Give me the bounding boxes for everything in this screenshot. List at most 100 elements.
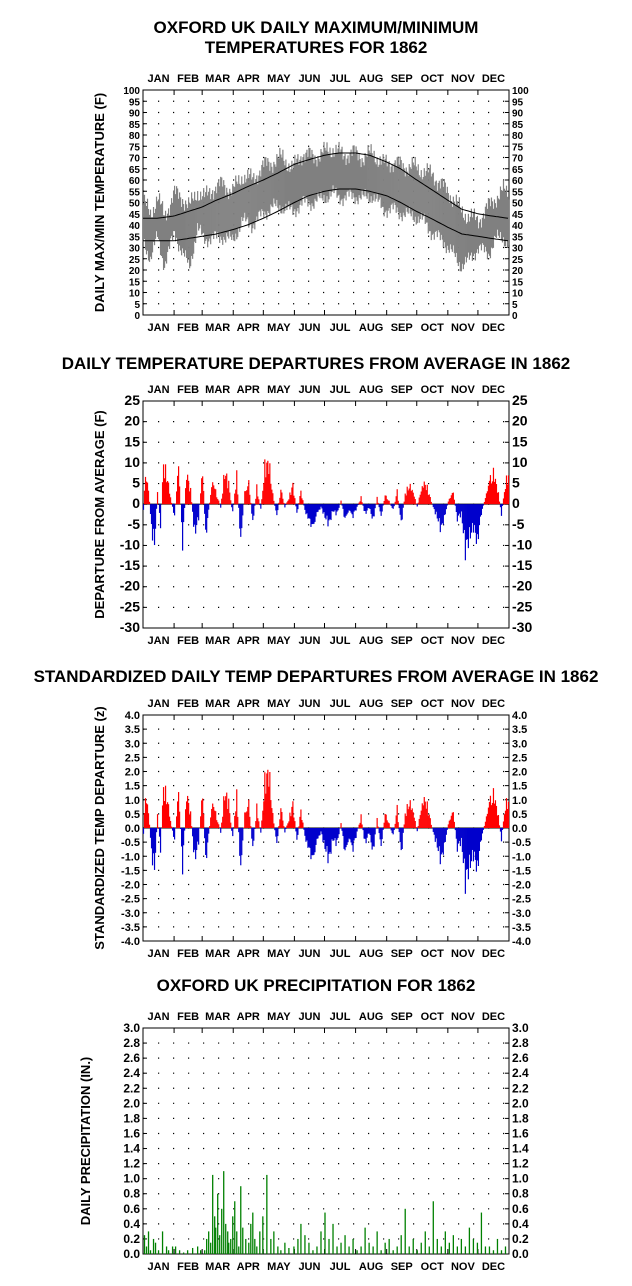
chart3-ytick-right: -1.5 xyxy=(512,865,531,877)
chart1-month-label-bottom: MAR xyxy=(205,322,230,334)
chart3-ytick-left: -2.5 xyxy=(121,894,140,906)
chart2-month-label-bottom: MAY xyxy=(267,635,291,647)
chart4-month-label-bottom: OCT xyxy=(421,1261,445,1273)
chart2-month-label-top: JUN xyxy=(298,384,320,396)
chart2-month-label-bottom: AUG xyxy=(359,635,383,647)
chart2-month-label-bottom: SEP xyxy=(391,635,413,647)
chart4-month-label-top: OCT xyxy=(421,1011,445,1023)
chart1-month-label-bottom: JAN xyxy=(148,322,170,334)
normal-min-line xyxy=(143,188,509,242)
chart3-ytick-right: 3.5 xyxy=(512,724,527,736)
chart1-ytick-left: 5 xyxy=(134,300,140,311)
chart1-month-label-top: MAY xyxy=(267,73,291,85)
chart1-month-label-top: JUN xyxy=(298,73,320,85)
chart1-month-label-top: AUG xyxy=(359,73,383,85)
chart4-ytick-right: 1.4 xyxy=(512,1142,529,1156)
chart4-title: OXFORD UK PRECIPITATION FOR 1862 xyxy=(156,976,476,995)
chart4-month-label-bottom: FEB xyxy=(177,1261,199,1273)
chart2-ytick-right: -15 xyxy=(512,557,532,573)
chart1-ytick-right: 65 xyxy=(512,165,524,176)
chart2-ytick-right: -25 xyxy=(512,598,532,614)
chart3-ytick-right: -3.0 xyxy=(512,908,531,920)
chart3-ytick-left: -3.0 xyxy=(121,908,140,920)
chart3-ytick-left: 2.5 xyxy=(125,752,140,764)
chart1-ytick-left: 90 xyxy=(129,109,141,120)
chart1-ytick-left: 95 xyxy=(129,97,141,108)
chart1-month-label-bottom: JUL xyxy=(330,322,351,334)
chart4-ytick-left: 0.2 xyxy=(123,1232,140,1246)
chart1-month-label-top: NOV xyxy=(451,73,476,85)
chart2-month-label-top: FEB xyxy=(177,384,199,396)
chart4-month-label-top: MAR xyxy=(205,1011,230,1023)
chart1-ytick-right: 25 xyxy=(512,255,524,266)
chart3-ytick-left: 0.5 xyxy=(125,809,140,821)
chart4-month-label-bottom: JUN xyxy=(298,1261,320,1273)
chart3-month-label-bottom: JUL xyxy=(330,948,351,960)
chart1-ytick-left: 10 xyxy=(129,289,141,300)
chart2-ytick-left: 25 xyxy=(124,392,140,408)
chart4-month-label-top: AUG xyxy=(359,1011,383,1023)
chart4-ytick-left: 2.8 xyxy=(123,1036,140,1050)
chart4-ytick-right: 2.8 xyxy=(512,1036,529,1050)
chart1-month-label-top: SEP xyxy=(391,73,413,85)
chart1-month-label-top: MAR xyxy=(205,73,230,85)
chart2-ytick-right: 25 xyxy=(512,392,528,408)
chart1-ytick-right: 15 xyxy=(512,277,524,288)
chart3-month-label-bottom: MAR xyxy=(205,948,230,960)
chart3-month-label-top: MAR xyxy=(205,698,230,710)
chart3-month-label-bottom: DEC xyxy=(482,948,505,960)
chart3-month-label-top: NOV xyxy=(451,698,476,710)
chart2-ytick-left: -30 xyxy=(120,619,140,635)
chart1-title-line1: OXFORD UK DAILY MAXIMUM/MINIMUM xyxy=(153,18,479,37)
chart1-month-label-bottom: FEB xyxy=(177,322,199,334)
chart3-ytick-right: 1.5 xyxy=(512,781,527,793)
chart4-month-label-top: FEB xyxy=(177,1011,199,1023)
chart1-month-label-top: DEC xyxy=(482,73,505,85)
chart3-month-label-top: SEP xyxy=(391,698,413,710)
chart1-ytick-left: 60 xyxy=(129,176,141,187)
chart1-ytick-left: 35 xyxy=(129,232,141,243)
chart3-ytick-left: -2.0 xyxy=(121,880,140,892)
chart2-month-label-top: APR xyxy=(237,384,260,396)
chart1-ytick-left: 0 xyxy=(134,311,140,322)
chart4-ytick-right: 1.0 xyxy=(512,1172,529,1186)
chart3-ytick-right: -4.0 xyxy=(512,936,531,948)
chart1-ytick-right: 0 xyxy=(512,311,518,322)
chart2-ytick-left: 5 xyxy=(132,475,140,491)
chart3-ytick-right: 3.0 xyxy=(512,738,527,750)
chart4-month-label-bottom: APR xyxy=(237,1261,260,1273)
chart4-ylabel: DAILY PRECIPITATION (IN.) xyxy=(78,1057,93,1226)
chart1-ytick-left: 45 xyxy=(129,210,141,221)
chart3-month-label-top: MAY xyxy=(267,698,291,710)
chart4-ytick-left: 0.4 xyxy=(123,1217,140,1231)
chart4-ytick-right: 1.6 xyxy=(512,1126,529,1140)
chart4-ytick-left: 2.4 xyxy=(123,1066,140,1080)
chart1-ytick-left: 80 xyxy=(129,131,141,142)
chart4-ytick-right: 0.4 xyxy=(512,1217,529,1231)
chart1-title-line2: TEMPERATURES FOR 1862 xyxy=(204,38,428,57)
chart3-month-label-top: APR xyxy=(237,698,260,710)
chart4-month-label-top: JUL xyxy=(330,1011,351,1023)
chart2-title: DAILY TEMPERATURE DEPARTURES FROM AVERAG… xyxy=(61,354,571,373)
chart3-month-label-bottom: JAN xyxy=(148,948,170,960)
chart2-month-label-top: MAR xyxy=(205,384,230,396)
chart1-month-label-bottom: NOV xyxy=(451,322,476,334)
chart3-ytick-left: -3.5 xyxy=(121,922,140,934)
chart1-ytick-right: 35 xyxy=(512,232,524,243)
chart1-ytick-right: 80 xyxy=(512,131,524,142)
chart1-month-label-bottom: AUG xyxy=(359,322,383,334)
chart4-month-label-bottom: MAR xyxy=(205,1261,230,1273)
chart2-ytick-left: 0 xyxy=(132,495,140,511)
chart2-month-label-bottom: DEC xyxy=(482,635,505,647)
chart1-ytick-left: 30 xyxy=(129,244,141,255)
chart1-ytick-right: 60 xyxy=(512,176,524,187)
chart1-month-label-bottom: DEC xyxy=(482,322,505,334)
chart2-ytick-right: -20 xyxy=(512,578,532,594)
chart2-ytick-left: 20 xyxy=(124,413,140,429)
chart4-ytick-left: 1.0 xyxy=(123,1172,140,1186)
chart2-ytick-right: -10 xyxy=(512,536,532,552)
chart3-ytick-right: 2.0 xyxy=(512,767,527,779)
chart1-ytick-right: 75 xyxy=(512,142,524,153)
chart2-frame xyxy=(142,400,510,629)
